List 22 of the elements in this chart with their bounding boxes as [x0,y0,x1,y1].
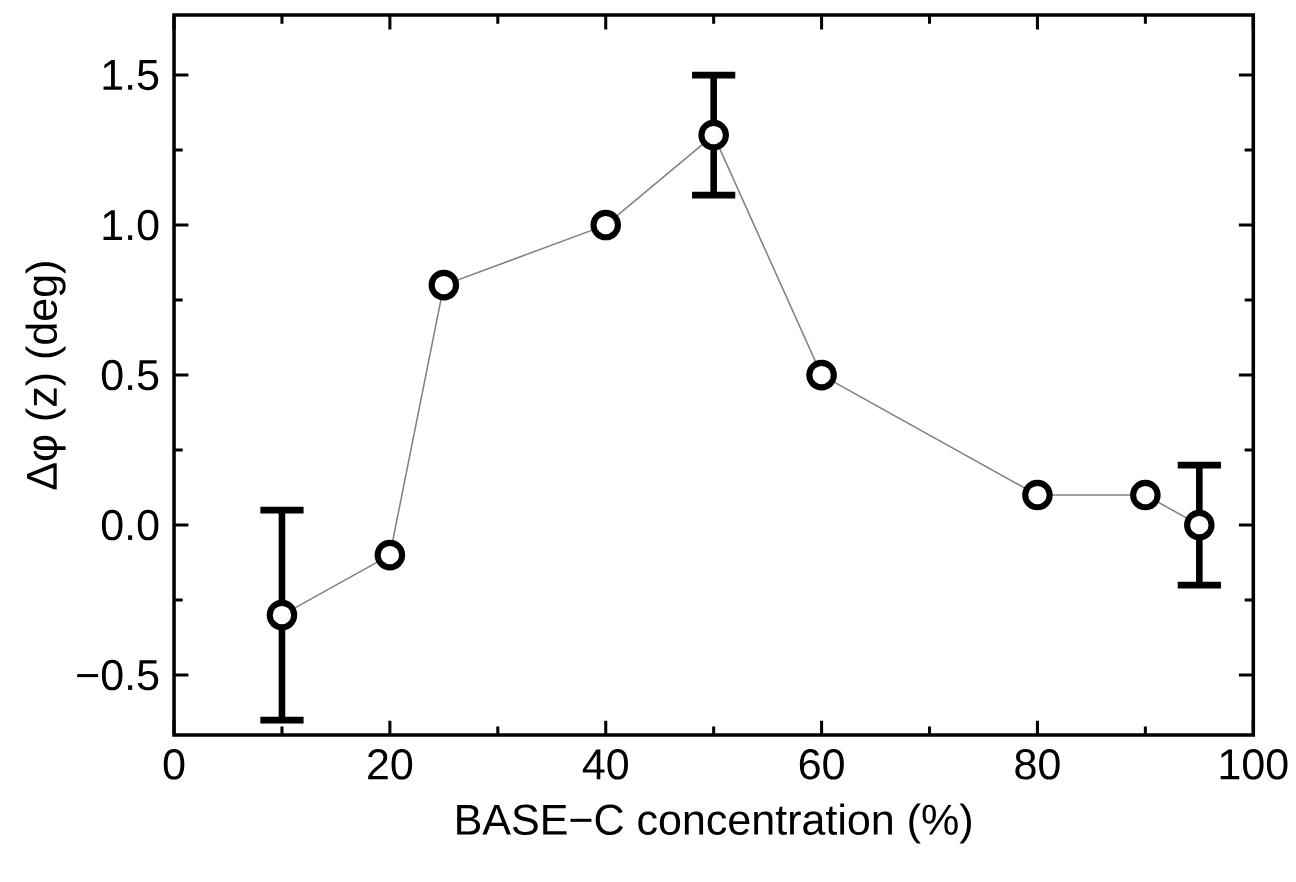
point [698,119,729,151]
x-tick-label: 20 [368,749,413,780]
point [806,359,837,391]
y-tick-label: 1.0 [103,209,159,241]
point [1184,509,1215,541]
point [266,599,298,631]
x-tick-label: 100 [1220,749,1288,780]
y-tick-label: 0.5 [101,359,159,391]
point [590,209,622,241]
point [374,539,406,571]
point [428,269,460,301]
y-tick-label: 1.5 [103,60,159,91]
y-axis-title: Δφ (z) (deg) [25,262,66,490]
x-axis-title: BASE−C concentration (%) [457,803,971,844]
point [1022,479,1053,511]
x-tick-label: 40 [582,749,628,780]
point [1130,479,1161,511]
x-tick-label: 60 [799,749,844,780]
x-tick-label: 0 [163,749,185,780]
y-tick-label: −0.5 [77,659,159,691]
x-tick-label: 80 [1015,749,1060,780]
y-tick-label: 0.0 [101,509,159,541]
